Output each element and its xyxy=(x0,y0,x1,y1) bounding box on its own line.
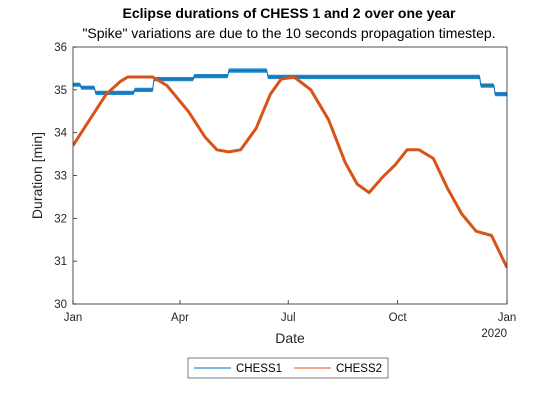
y-tick-label: 35 xyxy=(54,85,67,97)
x-axis: Jan Apr Jul Oct Jan xyxy=(64,300,517,324)
legend-label-chess1: CHESS1 xyxy=(236,363,282,375)
series-layer xyxy=(73,68,507,269)
x-tick-label: Oct xyxy=(389,312,408,324)
plot-area xyxy=(72,46,508,305)
chart-title: Eclipse durations of CHESS 1 and 2 over … xyxy=(123,5,457,21)
y-tick-label: 34 xyxy=(54,128,67,140)
x-axis-label: Date xyxy=(275,330,305,346)
y-tick-label: 36 xyxy=(54,42,67,54)
x-secondary-label: 2020 xyxy=(481,328,507,340)
y-tick-label: 31 xyxy=(54,256,67,268)
series-line-chess2 xyxy=(73,75,507,269)
x-tick-label: Jul xyxy=(281,312,296,324)
legend: CHESS1 CHESS2 xyxy=(187,357,389,379)
y-tick-label: 33 xyxy=(54,171,67,183)
x-tick-label: Apr xyxy=(171,312,189,324)
x-tick-label: Jan xyxy=(64,312,83,324)
y-tick-label: 30 xyxy=(54,299,67,311)
x-tick-label: Jan xyxy=(498,312,517,324)
y-axis: 30 31 32 33 34 35 36 xyxy=(54,42,77,311)
chart-subtitle: "Spike" variations are due to the 10 sec… xyxy=(82,25,495,41)
series-line-chess1 xyxy=(73,70,507,95)
series-band-chess1 xyxy=(73,68,507,97)
legend-label-chess2: CHESS2 xyxy=(336,363,382,375)
y-tick-label: 32 xyxy=(54,213,67,225)
legend-box xyxy=(187,357,389,379)
y-axis-label: Duration [min] xyxy=(29,132,45,219)
